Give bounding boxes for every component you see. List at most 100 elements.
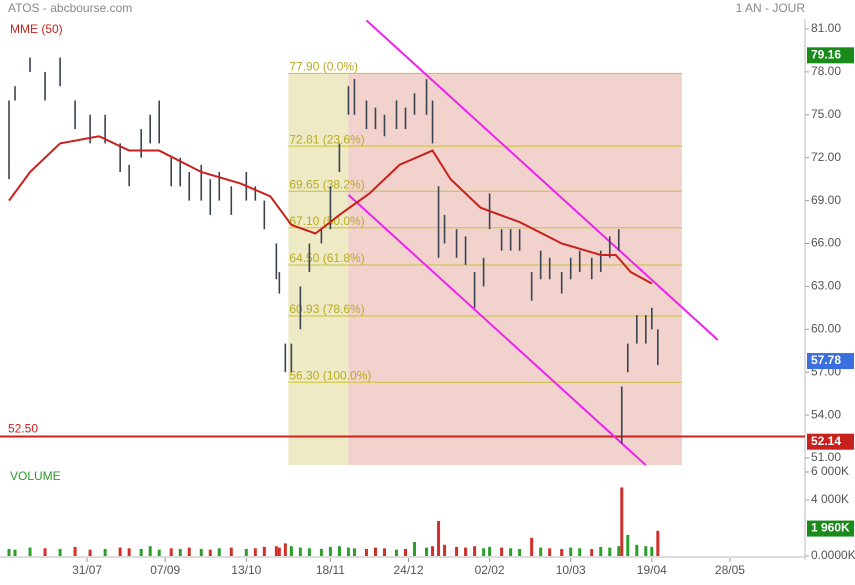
y-tick-label: 51.00 — [811, 450, 841, 464]
fib-label: 56.30 (100.0%) — [289, 368, 371, 382]
y-tick-label: 72.00 — [811, 150, 841, 164]
volume-bar — [464, 547, 468, 556]
volume-bar — [473, 546, 477, 556]
volume-bar — [58, 549, 62, 556]
volume-bar — [217, 548, 221, 556]
x-tick-label: 31/07 — [72, 563, 102, 577]
volume-bar — [373, 547, 377, 556]
y-tick-label: 78.00 — [811, 64, 841, 78]
volume-bar — [482, 548, 486, 556]
volume-bar — [455, 546, 459, 556]
volume-bar — [157, 549, 161, 556]
period: 1 AN - JOUR — [736, 1, 806, 15]
fib-label: 77.90 (0.0%) — [289, 60, 358, 74]
volume-bar — [43, 548, 47, 556]
volume-bar — [253, 548, 257, 556]
volume-bar — [178, 549, 182, 556]
volume-bar — [283, 543, 287, 556]
price-badge — [807, 433, 854, 450]
volume-bar — [599, 546, 603, 556]
y-tick-label: 81.00 — [811, 21, 841, 35]
volume-bar — [382, 548, 386, 556]
volume-bar — [277, 547, 281, 556]
volume-bar — [289, 546, 293, 556]
volume-bar — [28, 547, 32, 556]
volume-tick-label: 6 000K — [811, 464, 849, 478]
y-tick-label: 66.00 — [811, 236, 841, 250]
fib-label: 67.10 (50.0%) — [289, 214, 364, 228]
volume-bar — [229, 547, 233, 556]
volume-bar — [644, 546, 648, 556]
volume-bar — [139, 549, 143, 556]
x-tick-label: 07/09 — [150, 563, 180, 577]
volume-bar — [656, 530, 660, 556]
volume-bar — [443, 544, 447, 556]
volume-bar — [488, 546, 492, 556]
volume-bar — [7, 549, 11, 556]
volume-bar — [319, 549, 323, 556]
volume-bar — [328, 546, 332, 556]
fib-label: 64.50 (61.8%) — [289, 251, 364, 265]
volume-bar — [88, 549, 92, 556]
x-tick-label: 10/03 — [556, 563, 586, 577]
price-badge — [807, 353, 854, 370]
price-badge-label: 79.16 — [811, 47, 841, 61]
price-badge-label: 57.78 — [811, 353, 841, 367]
volume-bar — [620, 487, 624, 556]
volume-bar — [274, 546, 278, 556]
y-tick-label: 75.00 — [811, 107, 841, 121]
volume-bar — [650, 546, 654, 556]
volume-bar — [530, 537, 534, 556]
volume-bar — [509, 548, 513, 556]
volume-bar — [626, 535, 630, 556]
support-label: 52.50 — [8, 422, 38, 436]
x-tick-label: 18/11 — [316, 563, 345, 577]
volume-bar — [617, 546, 621, 556]
volume-bar — [518, 549, 522, 556]
volume-bar — [244, 549, 248, 556]
volume-bar — [208, 549, 212, 556]
volume-badge-label: 1 960K — [811, 521, 850, 535]
volume-bar — [404, 549, 408, 556]
volume-label: VOLUME — [10, 469, 61, 483]
volume-bar — [73, 546, 77, 556]
y-tick-label: 60.00 — [811, 321, 841, 335]
y-tick-label: 54.00 — [811, 407, 841, 421]
volume-tick-label: 0.0000K — [811, 548, 855, 562]
volume-badge — [807, 520, 854, 537]
channel-line — [365, 19, 719, 341]
volume-bar — [307, 548, 311, 556]
y-tick-label: 69.00 — [811, 193, 841, 207]
volume-bar — [352, 548, 356, 556]
volume-bar — [148, 546, 152, 556]
fib-label: 72.81 (23.6%) — [289, 132, 364, 146]
volume-bar — [635, 544, 639, 556]
x-tick-label: 19/04 — [637, 563, 667, 577]
price-badge-label: 52.14 — [811, 434, 841, 448]
volume-bar — [413, 542, 417, 556]
volume-bar — [346, 547, 350, 556]
volume-tick-label: 4 000K — [811, 492, 849, 506]
volume-bar — [431, 546, 435, 556]
volume-bar — [169, 548, 173, 556]
volume-bar — [608, 547, 612, 556]
volume-bar — [560, 549, 564, 556]
volume-bar — [187, 547, 191, 556]
volume-bar — [437, 521, 441, 556]
volume-bar — [569, 547, 573, 556]
volume-bar — [500, 547, 504, 556]
volume-bar — [364, 549, 368, 556]
x-tick-label: 02/02 — [475, 563, 505, 577]
volume-bar — [337, 546, 341, 556]
channel-line — [347, 194, 647, 466]
volume-bar — [118, 547, 122, 556]
volume-bar — [262, 546, 266, 556]
price-badge — [807, 47, 854, 64]
volume-bar — [539, 547, 543, 556]
x-tick-label: 28/05 — [715, 563, 745, 577]
volume-bar — [425, 547, 429, 556]
ema-label: MME (50) — [10, 22, 63, 36]
volume-bar — [103, 549, 107, 556]
chart-title: ATOS - abcbourse.com — [8, 1, 132, 15]
volume-bar — [298, 547, 302, 556]
